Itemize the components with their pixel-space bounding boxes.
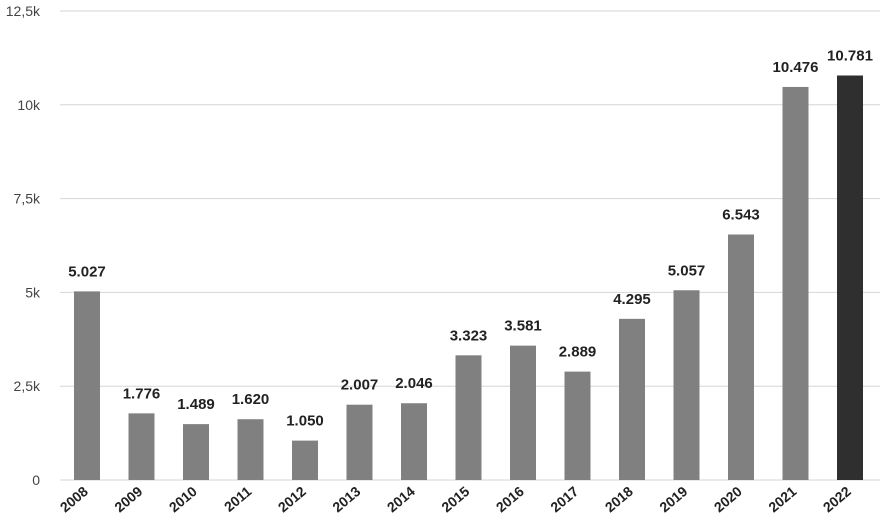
- x-tick-label-2019: 2019: [656, 483, 690, 515]
- y-tick-label-5: 12,5k: [6, 3, 41, 19]
- bar-2012: [292, 440, 318, 480]
- bar-2015: [455, 355, 482, 480]
- bar-2021: [782, 86, 809, 480]
- bar-2010: [183, 424, 209, 480]
- y-axis-tick-labels: 0 2,5k 5k 7,5k 10k 12,5k: [6, 3, 41, 488]
- data-label-2017: 2.889: [559, 344, 597, 361]
- bar-2020: [728, 234, 754, 480]
- x-tick-label-2021: 2021: [765, 483, 799, 515]
- data-label-2020: 6.543: [722, 207, 760, 224]
- y-tick-label-3: 7,5k: [14, 191, 41, 207]
- data-label-2011: 1.620: [232, 391, 270, 408]
- data-label-2014: 2.046: [395, 375, 433, 392]
- y-tick-label-2: 5k: [25, 284, 41, 300]
- bar-2018: [619, 318, 645, 480]
- data-label-2019: 5.057: [668, 262, 706, 279]
- bars: [74, 75, 863, 480]
- data-label-2009: 1.776: [123, 385, 161, 402]
- data-label-2015: 3.323: [450, 327, 488, 344]
- x-tick-label-2020: 2020: [711, 483, 745, 515]
- y-tick-label-1: 2,5k: [14, 378, 41, 394]
- y-tick-label-4: 10k: [17, 97, 41, 113]
- data-label-2008: 5.027: [68, 263, 106, 280]
- x-tick-label-2012: 2012: [275, 483, 309, 515]
- bar-2008: [74, 291, 100, 480]
- data-label-2022: 10.781: [827, 47, 873, 64]
- data-labels: 5.027 1.776 1.489 1.620 1.050 2.007 2.046 3.323…: [68, 47, 873, 429]
- x-tick-label-2008: 2008: [57, 483, 91, 515]
- y-tick-label-0: 0: [32, 472, 40, 488]
- x-tick-label-2022: 2022: [820, 483, 854, 515]
- data-label-2021: 10.476: [773, 59, 819, 76]
- bar-2011: [237, 419, 264, 480]
- x-tick-label-2011: 2011: [221, 483, 255, 515]
- bar-2019: [673, 290, 700, 480]
- bar-2017: [564, 371, 591, 480]
- x-tick-label-2014: 2014: [384, 483, 418, 515]
- x-tick-label-2013: 2013: [329, 483, 363, 515]
- data-label-2018: 4.295: [613, 291, 651, 308]
- x-tick-label-2016: 2016: [493, 483, 527, 515]
- bar-2022: [837, 75, 863, 480]
- bar-2014: [401, 403, 427, 480]
- data-label-2010: 1.489: [177, 396, 215, 413]
- x-tick-label-2015: 2015: [438, 483, 472, 515]
- x-tick-label-2018: 2018: [602, 483, 636, 515]
- x-tick-label-2010: 2010: [166, 483, 200, 515]
- data-label-2013: 2.007: [341, 377, 379, 394]
- x-axis-tick-labels: 2008 2009 2010 2011 2012 2013 2014 2015 2016 2017…: [57, 483, 854, 515]
- x-tick-label-2017: 2017: [547, 483, 581, 515]
- data-label-2016: 3.581: [504, 318, 542, 335]
- x-tick-label-2009: 2009: [111, 483, 145, 515]
- bar-2013: [346, 404, 373, 480]
- bar-2009: [128, 413, 155, 480]
- bar-2016: [510, 345, 536, 480]
- data-label-2012: 1.050: [286, 413, 324, 430]
